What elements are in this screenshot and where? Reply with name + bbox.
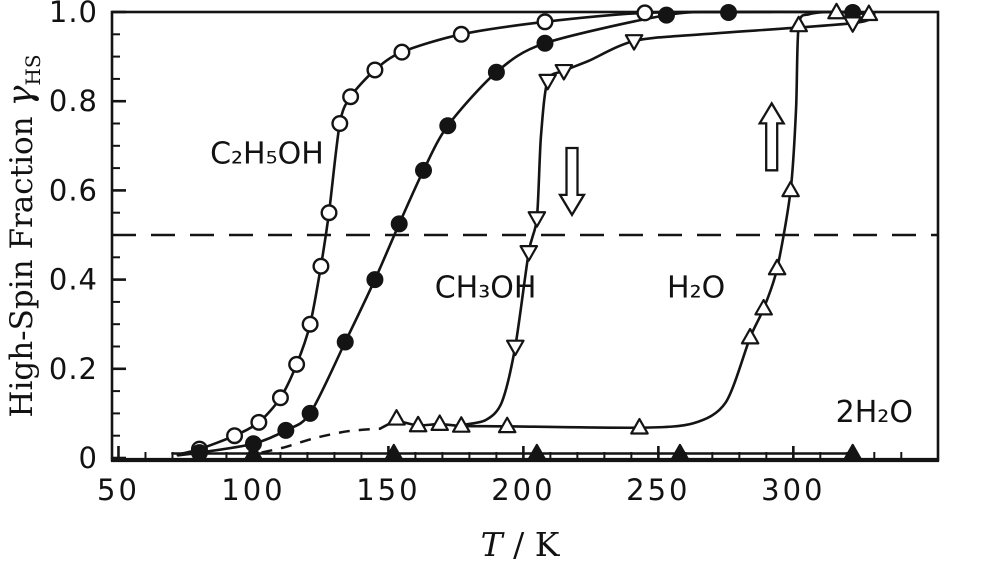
data-point-triangle-down-open <box>527 211 547 228</box>
series-markers-CH3OH <box>190 3 862 462</box>
data-point-circle-open <box>288 355 306 373</box>
data-point-triangle-down-open <box>843 16 863 33</box>
data-point-triangle-down-open <box>554 63 574 81</box>
data-point-triangle-up-open <box>430 414 450 432</box>
y-tick-label: 0 <box>79 441 98 475</box>
y-tick-label: 0.6 <box>49 173 98 207</box>
x-tick-label: 100 <box>221 473 285 507</box>
data-point-triangle-up-filled <box>384 443 404 461</box>
data-point-circle-filled <box>720 3 738 21</box>
label-ch3oh: CH₃OH <box>435 270 537 305</box>
series-curve-C2H5OH <box>176 10 773 456</box>
x-tick-label: 300 <box>761 473 825 507</box>
data-point-triangle-up-open <box>767 258 787 276</box>
series-curve-H2O-cooling <box>460 12 876 427</box>
series-markers-H2O-heating <box>387 2 879 435</box>
x-tick-label: 50 <box>97 473 140 507</box>
x-tick-label: 250 <box>626 473 690 507</box>
data-point-circle-open <box>536 13 554 31</box>
data-point-triangle-up-open <box>740 327 760 345</box>
y-tick-label: 0.2 <box>49 352 98 386</box>
x-tick-label: 200 <box>491 473 555 507</box>
data-point-circle-filled <box>277 421 295 439</box>
data-point-circle-open <box>301 315 319 333</box>
data-point-circle-filled <box>415 161 433 179</box>
down-arrow <box>557 146 587 218</box>
y-tick-label: 0.4 <box>49 263 98 297</box>
series-curve-H2O-heating <box>379 10 871 430</box>
series-line-H2O-cooling <box>460 12 876 427</box>
label-2h2o: 2H₂O <box>836 395 913 430</box>
x-axis-title: T / K <box>481 525 561 564</box>
data-point-triangle-up-open <box>827 2 846 20</box>
data-point-triangle-up-filled <box>670 443 690 461</box>
data-point-circle-open <box>250 413 268 431</box>
series-markers-2H2O <box>244 443 863 461</box>
label-h2o: H₂O <box>667 270 725 305</box>
data-point-circle-open <box>312 257 330 275</box>
data-point-circle-open <box>320 204 338 222</box>
series-markers-C2H5OH <box>190 4 654 458</box>
data-point-triangle-up-open <box>789 15 809 33</box>
data-point-triangle-up-open <box>497 416 517 434</box>
data-point-circle-filled <box>390 215 408 233</box>
data-point-triangle-up-open <box>630 417 649 435</box>
up-arrow <box>757 101 786 172</box>
data-point-circle-filled <box>336 333 354 351</box>
series-markers-H2O-cooling <box>505 16 863 357</box>
data-point-circle-open <box>331 114 349 132</box>
data-point-triangle-down-open <box>624 34 644 51</box>
data-point-triangle-up-filled <box>244 443 263 461</box>
series-line-C2H5OH <box>176 10 773 456</box>
data-point-triangle-up-filled <box>527 443 547 461</box>
data-point-triangle-up-open <box>781 180 800 198</box>
data-point-triangle-down-open <box>519 245 539 262</box>
data-point-circle-filled <box>487 63 505 81</box>
x-tick-label: 150 <box>356 473 420 507</box>
data-point-triangle-up-open <box>387 409 406 426</box>
data-point-circle-filled <box>190 444 208 462</box>
data-point-circle-open <box>342 88 360 106</box>
y-tick-label: 1.0 <box>49 0 98 29</box>
data-point-circle-filled <box>536 34 554 52</box>
data-point-triangle-up-filled <box>843 443 863 461</box>
series-curve-CH3OH <box>176 10 854 457</box>
data-point-circle-filled <box>366 271 384 289</box>
data-point-triangle-up-open <box>451 416 471 433</box>
data-point-circle-open <box>366 61 384 79</box>
data-point-circle-filled <box>657 6 675 24</box>
data-point-triangle-up-open <box>754 298 773 316</box>
data-point-triangle-up-open <box>408 415 428 433</box>
data-point-circle-open <box>393 43 411 61</box>
data-point-circle-filled <box>301 404 319 422</box>
data-point-triangle-up-open <box>859 4 879 22</box>
label-c2h5oh: C₂H₅OH <box>210 136 324 171</box>
data-point-circle-open <box>226 427 244 445</box>
y-tick-label: 0.8 <box>49 84 98 118</box>
data-point-circle-filled <box>439 117 457 135</box>
data-point-circle-open <box>271 389 289 407</box>
y-axis-title: High-Spin Fraction γHS <box>1 54 45 417</box>
series-line-CH3OH <box>176 10 854 457</box>
data-point-triangle-down-open <box>538 73 557 91</box>
data-point-triangle-down-open <box>505 339 525 357</box>
data-point-circle-open <box>636 4 654 22</box>
data-point-circle-open <box>452 25 470 43</box>
